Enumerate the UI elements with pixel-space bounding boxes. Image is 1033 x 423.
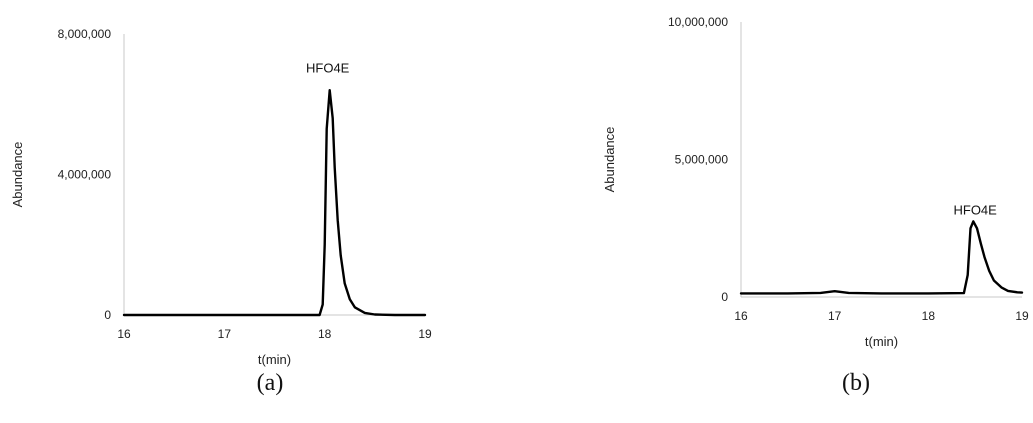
y-tick-label: 8,000,000 <box>58 27 112 41</box>
series-line <box>122 89 427 317</box>
panel-label: (b) <box>842 370 870 396</box>
y-tick-label: 5,000,000 <box>675 153 729 167</box>
x-tick-label: 16 <box>734 309 748 323</box>
x-tick-label: 17 <box>828 309 842 323</box>
y-tick-label: 10,000,000 <box>668 15 728 29</box>
y-axis-title: Abundance <box>10 142 25 208</box>
chart-a: 0 4,000,000 8,000,000 16 17 18 19 t(min) Abundan… <box>10 27 432 396</box>
x-tick-label: 18 <box>318 327 332 341</box>
panel-label: (a) <box>257 370 284 396</box>
x-axis-title: t(min) <box>865 334 898 349</box>
y-tick-label: 0 <box>104 308 111 322</box>
y-tick-label: 0 <box>721 290 728 304</box>
x-tick-label: 19 <box>418 327 432 341</box>
x-tick-label: 18 <box>922 309 936 323</box>
x-tick-label: 19 <box>1015 309 1029 323</box>
chart-b: 0 5,000,000 10,000,000 16 17 18 19 t(min) Abunda… <box>602 15 1029 396</box>
x-axis-title: t(min) <box>258 352 291 367</box>
y-axis-title: Abundance <box>602 127 617 193</box>
peak-label: HFO4E <box>306 61 350 76</box>
y-tick-label: 4,000,000 <box>58 168 112 182</box>
x-tick-label: 16 <box>117 327 131 341</box>
series-line <box>739 220 1024 295</box>
peak-label: HFO4E <box>953 203 997 218</box>
x-tick-label: 17 <box>218 327 232 341</box>
